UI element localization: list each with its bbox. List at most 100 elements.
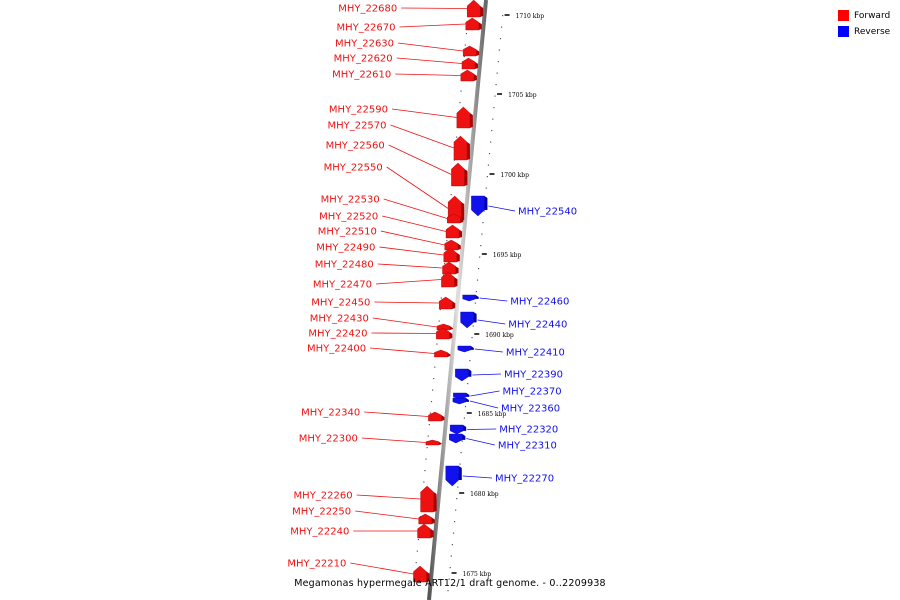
gene-forward-MHY_22520[interactable] [445, 224, 460, 239]
gene-leader [379, 246, 444, 256]
gene-label-MHY_22360[interactable]: MHY_22360 [501, 404, 560, 415]
gene-forward-MHY_22670[interactable] [465, 17, 479, 31]
gene-label-MHY_22240[interactable]: MHY_22240 [290, 527, 349, 538]
gene-forward-MHY_22470[interactable] [441, 271, 455, 288]
gene-label-MHY_22210[interactable]: MHY_22210 [287, 559, 346, 570]
gene-label-MHY_22510[interactable]: MHY_22510 [318, 227, 377, 238]
ruler-tick-label: 1680 kbp [470, 491, 499, 498]
gene-forward-MHY_22450[interactable] [439, 296, 453, 310]
gene-forward-shade [460, 217, 464, 223]
gene-reverse-MHY_22410[interactable] [457, 345, 472, 353]
axis-dot [491, 130, 493, 132]
gene-label-MHY_22630[interactable]: MHY_22630 [335, 39, 394, 50]
ruler-tick-label: 1700 kbp [500, 172, 529, 179]
gene-label-MHY_22400[interactable]: MHY_22400 [307, 344, 366, 355]
gene-label-MHY_22550[interactable]: MHY_22550 [324, 163, 383, 174]
gene-label-MHY_22680[interactable]: MHY_22680 [338, 4, 397, 15]
gene-forward-MHY_22570[interactable] [453, 135, 468, 161]
ruler-tick-label: 1695 kbp [493, 252, 522, 259]
gene-label-MHY_22530[interactable]: MHY_22530 [321, 195, 380, 206]
gene-label-MHY_22340[interactable]: MHY_22340 [301, 408, 360, 419]
gene-reverse-MHY_22460[interactable] [462, 294, 476, 302]
gene-forward-MHY_22590[interactable] [456, 106, 471, 129]
gene-label-MHY_22560[interactable]: MHY_22560 [326, 141, 385, 152]
gene-label-MHY_22270[interactable]: MHY_22270 [495, 474, 554, 485]
gene-forward-MHY_22620[interactable] [461, 57, 476, 70]
ruler-tick-label: 1690 kbp [485, 332, 514, 339]
gene-label-MHY_22610[interactable]: MHY_22610 [332, 70, 391, 81]
gene-label-MHY_22260[interactable]: MHY_22260 [294, 491, 353, 502]
gene-label-MHY_22460[interactable]: MHY_22460 [510, 297, 569, 308]
gene-label-MHY_22250[interactable]: MHY_22250 [292, 507, 351, 518]
gene-leader [386, 166, 449, 209]
gene-leader [462, 475, 493, 479]
gene-label-MHY_22470[interactable]: MHY_22470 [313, 280, 372, 291]
gene-label-MHY_22310[interactable]: MHY_22310 [498, 441, 557, 452]
gene-forward-MHY_22260[interactable] [420, 485, 434, 513]
axis-dot [498, 49, 500, 51]
ruler-tick-label: 1685 kbp [478, 411, 507, 418]
gene-reverse-MHY_22390[interactable] [455, 368, 469, 382]
gene-reverse-shade [468, 369, 472, 377]
gene-label-MHY_22490[interactable]: MHY_22490 [316, 243, 375, 254]
gene-label-MHY_22410[interactable]: MHY_22410 [506, 348, 565, 359]
gene-label-MHY_22320[interactable]: MHY_22320 [499, 425, 558, 436]
gene-label-MHY_22420[interactable]: MHY_22420 [308, 329, 367, 340]
gene-forward-MHY_22680[interactable] [466, 0, 481, 18]
gene-label-MHY_22390[interactable]: MHY_22390 [504, 370, 563, 381]
gene-label-MHY_22590[interactable]: MHY_22590 [329, 105, 388, 116]
axis-dot [415, 562, 417, 564]
gene-forward-MHY_22560[interactable] [451, 162, 465, 187]
axis-dot [460, 90, 462, 92]
gene-label-MHY_22620[interactable]: MHY_22620 [334, 54, 393, 65]
gene-forward-shade [473, 73, 477, 81]
gene-leader [399, 23, 466, 28]
gene-reverse-MHY_22320[interactable] [449, 424, 464, 435]
gene-forward-MHY_22610[interactable] [460, 69, 475, 82]
axis-dot [450, 194, 452, 196]
gene-label-MHY_22300[interactable]: MHY_22300 [299, 434, 358, 445]
gene-reverse-MHY_22270[interactable] [445, 465, 459, 487]
gene-label-MHY_22540[interactable]: MHY_22540 [518, 207, 577, 218]
ruler-ticks: 1710 kbp 1705 kbp 1700 kbp 1695 kbp 1690 kbp… [451, 13, 544, 578]
gene-forward-MHY_22250[interactable] [418, 513, 432, 525]
gene-label-MHY_22670[interactable]: MHY_22670 [336, 23, 395, 34]
gene-forward-MHY_22300[interactable] [425, 439, 440, 446]
gene-label-MHY_22440[interactable]: MHY_22440 [508, 320, 567, 331]
gene-label-MHY_22430[interactable]: MHY_22430 [310, 314, 369, 325]
axis-dot [444, 263, 446, 265]
gene-label-MHY_22520[interactable]: MHY_22520 [319, 212, 378, 223]
axis-dot [464, 44, 466, 46]
gene-forward-MHY_22340[interactable] [428, 411, 442, 422]
axis-dot [428, 424, 430, 426]
gene-forward-MHY_22400[interactable] [434, 349, 448, 358]
axis-dot [494, 95, 496, 97]
gene-label-MHY_22450[interactable]: MHY_22450 [311, 298, 370, 309]
axis-dot [460, 452, 462, 454]
gene-reverse-MHY_22440[interactable] [460, 311, 474, 329]
axis-dot [500, 26, 503, 28]
gene-leader [391, 108, 457, 118]
axis-dot [499, 38, 502, 40]
gene-forward-MHY_22240[interactable] [417, 523, 431, 539]
gene-forward-MHY_22630[interactable] [462, 45, 477, 57]
gene-label-MHY_22480[interactable]: MHY_22480 [315, 260, 374, 271]
forward-swatch [838, 10, 849, 21]
gene-label-MHY_22370[interactable]: MHY_22370 [502, 387, 561, 398]
gene-leader [466, 438, 495, 446]
gene-forward-shade [430, 528, 434, 538]
gene-forward-shade [476, 49, 480, 56]
gene-reverse-MHY_22540[interactable] [471, 195, 485, 217]
gene-forward-shade [454, 277, 458, 287]
axis-dot [471, 337, 473, 339]
axis-dot [455, 509, 457, 511]
gene-forward-shade [452, 301, 456, 309]
axis-dot [497, 61, 499, 63]
gene-reverse-MHY_22360[interactable] [452, 397, 467, 405]
axis-dot [490, 141, 492, 143]
axis-dot [449, 567, 451, 569]
gene-reverse-MHY_22310[interactable] [449, 433, 463, 444]
gene-forward-shade [456, 252, 460, 262]
gene-label-MHY_22570[interactable]: MHY_22570 [327, 121, 386, 132]
gene-forward-MHY_22530[interactable] [447, 213, 461, 224]
